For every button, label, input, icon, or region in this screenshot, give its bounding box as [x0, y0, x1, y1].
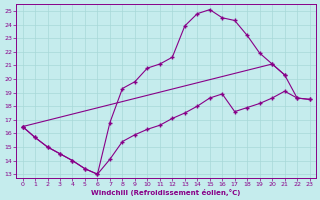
X-axis label: Windchill (Refroidissement éolien,°C): Windchill (Refroidissement éolien,°C) [92, 189, 241, 196]
